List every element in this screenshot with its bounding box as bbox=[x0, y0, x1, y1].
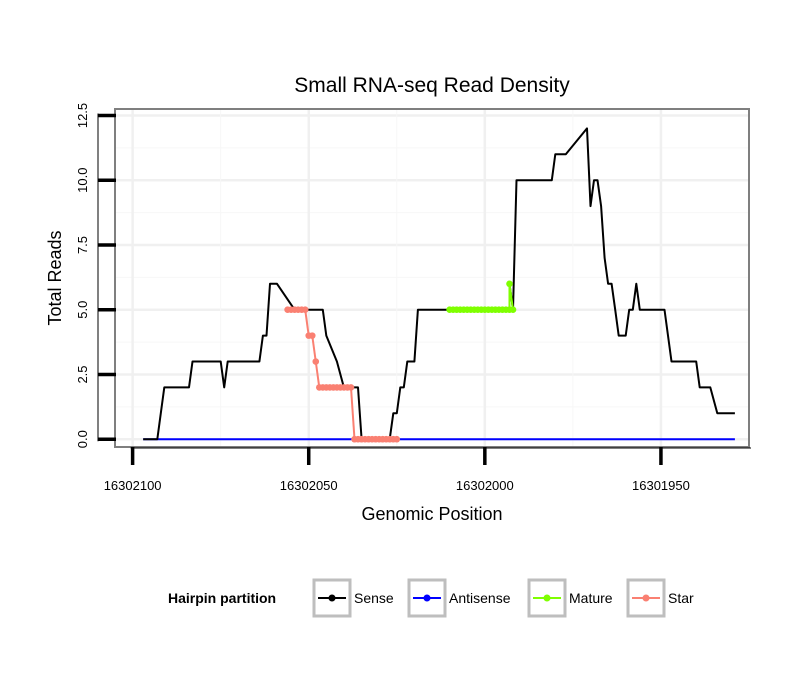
y-tick-label: 10.0 bbox=[75, 168, 90, 193]
series-segment-star bbox=[314, 361, 321, 388]
y-axis: 0.0 2.5 5.0 7.5 10.0 12.5 bbox=[75, 103, 116, 448]
legend-title: Hairpin partition bbox=[168, 590, 276, 606]
x-tick-label: 16302100 bbox=[104, 478, 162, 493]
y-tick-label: 7.5 bbox=[75, 236, 90, 254]
chart-title: Small RNA-seq Read Density bbox=[294, 74, 570, 97]
data-point-star bbox=[312, 358, 320, 365]
y-tick-label: 0.0 bbox=[75, 430, 90, 448]
series-segment-star bbox=[304, 309, 310, 336]
y-axis-title: Total Reads bbox=[45, 230, 65, 325]
plot-border bbox=[114, 108, 750, 448]
legend-label-star: Star bbox=[668, 590, 694, 606]
legend: Hairpin partition Sense Antisense Mature St… bbox=[168, 578, 694, 618]
x-tick-label: 16302000 bbox=[456, 478, 514, 493]
series-segment-star bbox=[349, 387, 356, 440]
series-segment-mature bbox=[508, 283, 515, 310]
legend-key-marker bbox=[423, 594, 431, 602]
legend-key-marker bbox=[543, 594, 551, 602]
legend-key-marker bbox=[328, 594, 336, 602]
data-point-mature bbox=[506, 280, 513, 288]
x-axis: 16302100 16302050 16302000 16301950 bbox=[104, 447, 751, 493]
data-point-mature bbox=[509, 306, 517, 314]
data-point-star bbox=[301, 306, 309, 314]
y-tick-label: 2.5 bbox=[75, 365, 90, 383]
legend-label-sense: Sense bbox=[354, 590, 394, 606]
data-point-star bbox=[347, 384, 355, 391]
series-segment-star bbox=[311, 335, 317, 362]
x-axis-title: Genomic Position bbox=[361, 504, 502, 524]
x-tick-label: 16302050 bbox=[280, 478, 338, 493]
legend-label-mature: Mature bbox=[569, 590, 613, 606]
legend-label-antisense: Antisense bbox=[449, 590, 511, 606]
series-line-sense bbox=[143, 127, 735, 441]
y-tick-label: 12.5 bbox=[75, 103, 90, 128]
y-tick-label: 5.0 bbox=[75, 301, 90, 319]
data-point-star bbox=[393, 435, 401, 443]
x-tick-label: 16301950 bbox=[632, 478, 690, 493]
data-point-star bbox=[308, 332, 316, 339]
series-layer bbox=[143, 127, 735, 443]
plot-background bbox=[115, 109, 749, 447]
legend-key-marker bbox=[642, 594, 650, 602]
